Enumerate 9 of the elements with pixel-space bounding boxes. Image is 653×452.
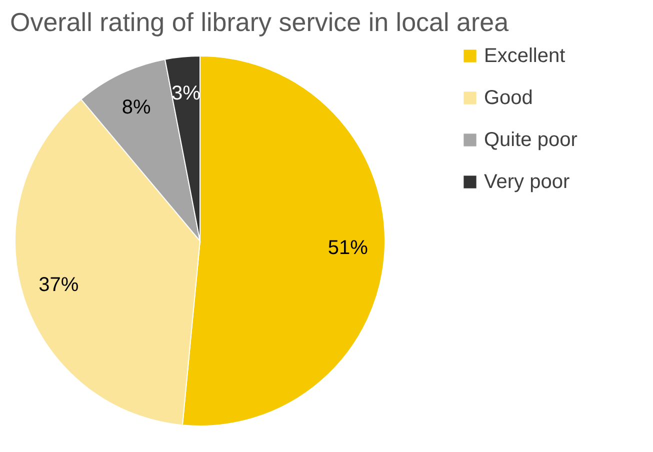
legend-label: Good: [484, 87, 533, 109]
chart-title: Overall rating of library service in local area: [10, 7, 510, 37]
data-label: 37%: [38, 274, 79, 296]
legend-label: Excellent: [484, 45, 566, 67]
legend-label: Very poor: [484, 171, 570, 193]
legend-label: Quite poor: [484, 129, 578, 151]
data-label: 51%: [328, 237, 368, 260]
data-label: 8%: [122, 96, 152, 118]
data-label: 3%: [171, 82, 201, 105]
